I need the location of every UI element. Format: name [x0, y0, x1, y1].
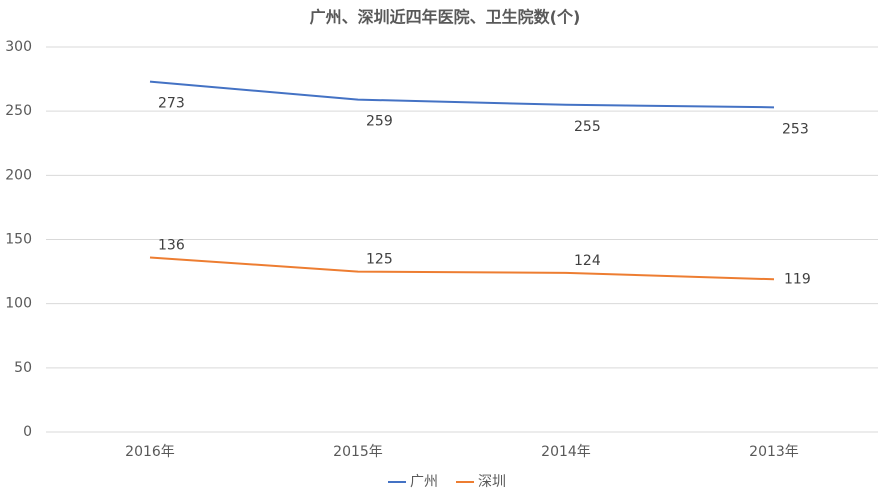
- series-line: [149, 80, 775, 109]
- data-label: 125: [366, 252, 393, 268]
- data-label: 255: [574, 119, 601, 135]
- data-label: 273: [158, 96, 185, 112]
- y-tick-label: 200: [5, 167, 32, 183]
- chart-title: 广州、深圳近四年医院、卫生院数(个): [310, 8, 581, 27]
- y-tick-label: 300: [5, 39, 32, 55]
- legend-label: 深圳: [478, 474, 506, 490]
- data-label: 136: [158, 237, 185, 253]
- data-label: 119: [784, 271, 811, 287]
- x-tick-label: 2015年: [333, 444, 383, 460]
- data-label: 259: [366, 114, 393, 130]
- series-line: [149, 256, 775, 281]
- x-tick-label: 2016年: [125, 444, 175, 460]
- y-tick-label: 150: [5, 232, 32, 248]
- x-tick-label: 2013年: [749, 444, 799, 460]
- y-tick-label: 250: [5, 103, 32, 119]
- legend-label: 广州: [410, 474, 438, 490]
- data-label: 124: [574, 253, 601, 269]
- y-tick-label: 50: [14, 360, 32, 376]
- data-label: 253: [782, 121, 809, 137]
- y-tick-label: 100: [5, 296, 32, 312]
- x-tick-label: 2014年: [541, 444, 591, 460]
- y-tick-label: 0: [23, 424, 32, 440]
